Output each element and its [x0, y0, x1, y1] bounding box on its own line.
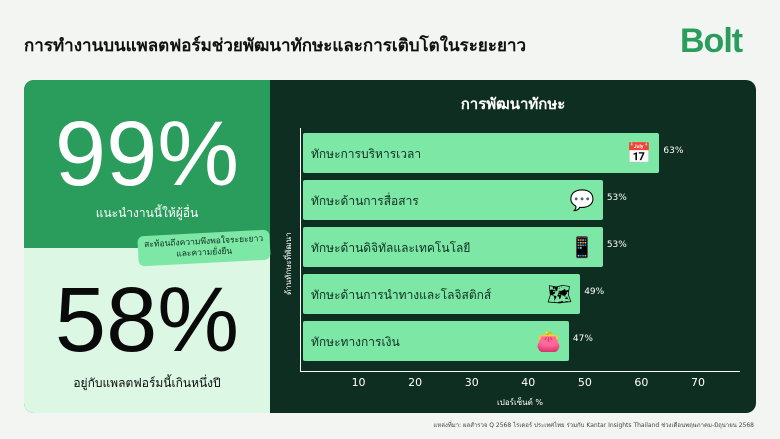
x-axis-label: เปอร์เซ็นต์ %	[497, 398, 543, 407]
map-navigation-icon: 🗺	[546, 282, 573, 306]
infographic-card: 99% แนะนำงานนี้ให้ผู้อื่น 58% อยู่กับแพล…	[24, 80, 756, 413]
stat-caption: อยู่กับแพลตฟอร์มนี้เกินหนึ่งปี	[73, 376, 221, 390]
data-label: 47%	[572, 334, 593, 344]
data-label: 53%	[606, 193, 627, 203]
x-tick-label: 10	[351, 376, 366, 389]
x-tick-label: 30	[464, 376, 479, 389]
smartphone-icon: 📱	[569, 235, 595, 259]
bar-label: ทักษะด้านดิจิทัลและเทคโนโลยี	[311, 241, 471, 255]
x-tick-label: 70	[691, 376, 705, 389]
y-axis-label: ด้านทักษะที่พัฒนา	[284, 232, 293, 295]
stat-value: 58%	[54, 269, 240, 371]
x-tick-label: 60	[634, 376, 649, 389]
data-label: 63%	[663, 146, 684, 156]
bar: ทักษะทางการเงิน 👛 47%	[303, 321, 593, 361]
bar-label: ทักษะการบริหารเวลา	[311, 147, 422, 161]
data-label: 49%	[584, 287, 605, 297]
chart-title: การพัฒนาทักษะ	[460, 95, 566, 113]
source-footnote: แหล่งที่มา: ผลสำรวจ Q 2568 ไรเดอร์ ประเท…	[433, 422, 754, 429]
chat-bubble-icon: 💬	[569, 188, 595, 212]
bar-label: ทักษะด้านการนำทางและโลจิสติกส์	[311, 288, 492, 302]
x-tick-label: 50	[577, 376, 592, 389]
wallet-icon: 👛	[535, 329, 561, 353]
chart-plot: ทักษะการบริหารเวลา 📅 63% ทักษะด้านการสื่อสา…	[300, 128, 740, 372]
bar: ทักษะด้านการสื่อสาร 💬 53%	[303, 180, 627, 220]
stat-panel-bottom: 58% อยู่กับแพลตฟอร์มนี้เกินหนึ่งปี	[24, 248, 270, 413]
bar: ทักษะด้านการนำทางและโลจิสติกส์ 🗺 49%	[303, 274, 604, 314]
bar-label: ทักษะด้านการสื่อสาร	[311, 194, 419, 208]
bar: ทักษะด้านดิจิทัลและเทคโนโลยี 📱 53%	[303, 227, 627, 267]
bolt-logo: Bolt	[680, 22, 743, 60]
data-label: 53%	[606, 240, 627, 250]
stat-value: 99%	[54, 103, 240, 205]
x-tick-label: 40	[521, 376, 536, 389]
calendar-clock-icon: 📅	[626, 141, 652, 165]
page-title: การทำงานบนแพลตฟอร์มช่วยพัฒนาทักษะและการเ…	[24, 36, 527, 56]
stat-caption: แนะนำงานนี้ให้ผู้อื่น	[95, 206, 199, 220]
stat-panel-top: 99% แนะนำงานนี้ให้ผู้อื่น	[24, 80, 270, 248]
bar: ทักษะการบริหารเวลา 📅 63%	[303, 133, 683, 173]
bar-label: ทักษะทางการเงิน	[311, 335, 400, 349]
x-tick-label: 20	[408, 376, 423, 389]
